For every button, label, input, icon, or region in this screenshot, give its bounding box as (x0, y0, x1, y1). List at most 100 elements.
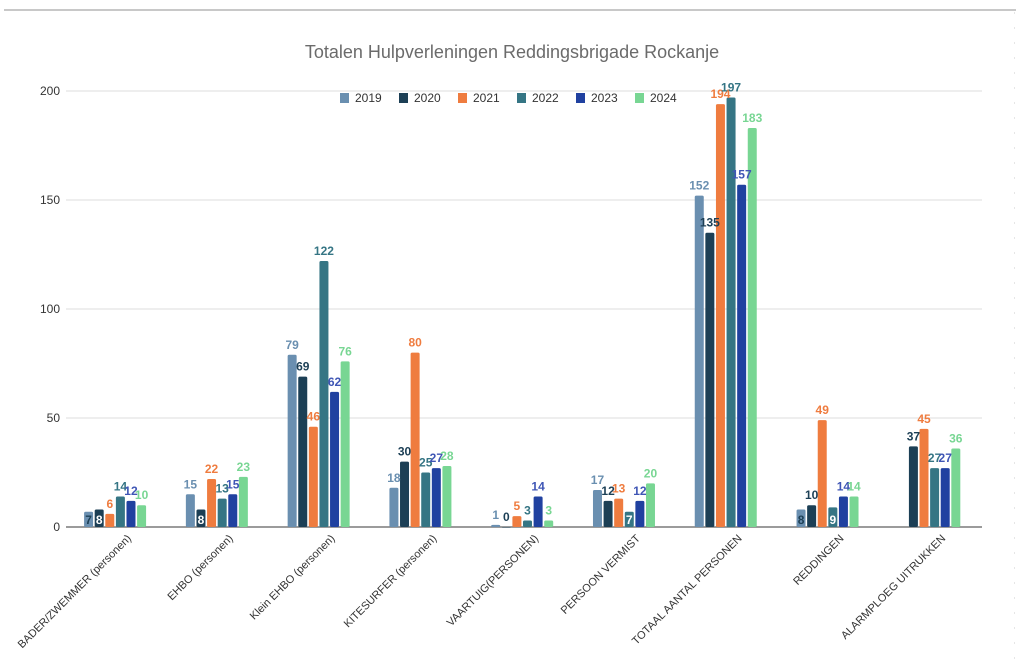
bar (185, 494, 195, 527)
bar (196, 509, 206, 527)
bar (817, 420, 827, 527)
bar (908, 446, 918, 527)
x-axis-labels: BADER/ZWEMMER (personen) EHBO (personen) K… (16, 532, 949, 650)
data-label: 152 (689, 179, 709, 193)
legend-item-label: 2020 (414, 91, 441, 105)
bar (737, 184, 747, 528)
data-label: 157 (732, 168, 752, 182)
data-label: 194 (710, 87, 730, 101)
chart-title: Totalen Hulpverleningen Reddingsbrigade … (305, 42, 719, 62)
bar (645, 483, 655, 527)
data-label: 25 (419, 456, 433, 470)
data-label: 18 (387, 471, 401, 485)
data-label: 30 (398, 445, 412, 459)
data-label: 76 (338, 344, 352, 358)
data-label: 7 (626, 513, 633, 527)
bar (137, 505, 147, 527)
bar (533, 496, 543, 527)
bar (849, 496, 859, 527)
bar (287, 354, 297, 527)
legend-swatch (576, 93, 585, 103)
data-label: 8 (198, 513, 205, 527)
data-label: 14 (531, 479, 545, 493)
bar (796, 509, 806, 527)
data-label: 10 (805, 488, 819, 502)
data-label: 122 (314, 244, 334, 258)
bar (694, 195, 704, 527)
bar (512, 516, 522, 527)
data-label: 15 (184, 477, 198, 491)
legend-swatch (399, 93, 408, 103)
bar (930, 468, 940, 527)
y-tick-label: 50 (47, 411, 61, 425)
legend-item-label: 2023 (591, 91, 618, 105)
bar (94, 509, 104, 527)
bar (491, 524, 501, 527)
data-label: 79 (285, 338, 299, 352)
bar (319, 261, 329, 527)
data-label: 27 (939, 451, 953, 465)
data-label: 45 (917, 412, 931, 426)
data-label: 3 (545, 503, 552, 517)
data-label: 7 (85, 513, 92, 527)
gridlines (66, 90, 982, 528)
bar (940, 468, 950, 527)
x-axis-label: EHBO (personen) (165, 533, 235, 603)
data-label: 80 (408, 336, 422, 350)
data-label: 15 (226, 477, 240, 491)
bar (400, 461, 410, 527)
data-label: 5 (514, 499, 521, 513)
y-tick-label: 100 (40, 302, 60, 316)
bar (919, 428, 929, 527)
data-label: 62 (328, 375, 342, 389)
bar (747, 128, 757, 527)
bar (614, 498, 624, 527)
data-label: 20 (644, 466, 658, 480)
x-axis-label: ALARMPLOEG UITRUKKEN (839, 533, 948, 642)
bar (410, 352, 420, 527)
data-label: 27 (430, 451, 444, 465)
bar (603, 500, 613, 527)
data-label: 6 (106, 497, 113, 511)
data-label: 14 (837, 479, 851, 493)
legend-item-label: 2021 (473, 91, 500, 105)
data-label: 49 (816, 403, 830, 417)
bar (340, 361, 350, 527)
bar (389, 487, 399, 527)
data-label: 13 (612, 482, 626, 496)
legend-swatch (517, 93, 526, 103)
data-label: 3 (524, 503, 531, 517)
bar (501, 527, 511, 528)
data-label: 14 (847, 479, 861, 493)
bar (715, 104, 725, 527)
bar (217, 498, 227, 527)
x-axis-label: KITESURFER (personen) (342, 533, 440, 631)
x-axis-label: PERSOON VERMIST (559, 532, 643, 616)
data-label: 183 (742, 111, 762, 125)
data-label: 46 (307, 410, 321, 424)
legend-swatch (458, 93, 467, 103)
data-label: 13 (215, 482, 229, 496)
bars (84, 97, 961, 528)
data-label: 1 (492, 508, 499, 522)
y-tick-label: 200 (40, 84, 60, 98)
data-label: 10 (135, 488, 149, 502)
data-label: 22 (205, 462, 219, 476)
y-tick-label: 0 (53, 520, 60, 534)
legend-swatch (635, 93, 644, 103)
bar (308, 426, 318, 527)
x-axis-label: REDDINGEN (791, 533, 846, 588)
bar (705, 232, 715, 527)
bar (105, 513, 115, 527)
bar (838, 496, 848, 527)
bar (544, 520, 554, 527)
bar (431, 468, 441, 527)
bar (951, 448, 961, 527)
bar (635, 500, 645, 527)
legend-item-label: 2022 (532, 91, 559, 105)
y-axis-ticks: 0 50 100 150 200 (40, 84, 60, 534)
data-label: 17 (591, 473, 605, 487)
top-border (4, 9, 1016, 11)
bar (421, 472, 431, 527)
